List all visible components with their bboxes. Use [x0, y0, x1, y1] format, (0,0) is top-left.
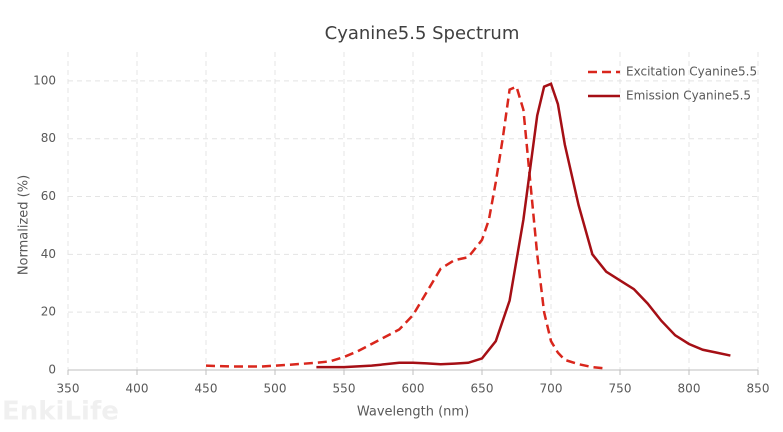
x-tick-label: 350	[57, 382, 80, 396]
chart-title: Cyanine5.5 Spectrum	[325, 23, 520, 44]
x-tick-label: 450	[195, 382, 218, 396]
y-tick-label: 20	[41, 305, 56, 319]
series-line	[316, 82, 731, 369]
x-tick-label: 500	[264, 382, 287, 396]
y-tick-label: 80	[41, 131, 56, 145]
y-tick-label: 100	[33, 73, 56, 87]
legend-label: Excitation Cyanine5.5	[626, 65, 757, 79]
x-tick-label: 600	[402, 382, 425, 396]
y-tick-label: 0	[48, 363, 56, 377]
x-tick-label: 400	[126, 382, 149, 396]
y-axis-label: Normalized (%)	[17, 175, 32, 275]
x-tick-label: 650	[471, 382, 494, 396]
x-tick-label: 850	[747, 382, 770, 396]
y-tick-label: 40	[41, 247, 56, 261]
x-tick-label: 700	[540, 382, 563, 396]
legend-label: Emission Cyanine5.5	[626, 89, 751, 103]
x-axis-label: Wavelength (nm)	[357, 405, 469, 420]
x-tick-label: 750	[609, 382, 632, 396]
series-line	[205, 85, 607, 370]
watermark: EnkiLife	[2, 397, 119, 427]
y-tick-label: 60	[41, 189, 56, 203]
x-tick-label: 550	[333, 382, 356, 396]
x-tick-label: 800	[678, 382, 701, 396]
